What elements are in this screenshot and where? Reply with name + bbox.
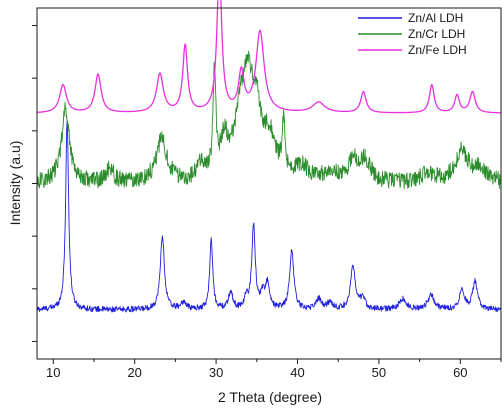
y-axis-ticks [32,25,37,342]
series-layer [36,0,502,313]
x-axis-ticks: 10 20 30 40 50 60 [46,359,502,380]
legend-label: Zn/Fe LDH [408,43,467,57]
x-tick-label: 30 [209,365,223,380]
series-line-zn-cr-ldh [36,50,502,190]
y-axis-label: Intensity (a.u) [7,141,23,226]
x-tick-label: 10 [46,365,60,380]
plot-frame [36,7,502,360]
legend-label: Zn/Al LDH [408,11,463,25]
x-tick-label: 20 [127,365,141,380]
x-tick-label: 50 [372,365,386,380]
series-line-zn-al-ldh [36,120,502,313]
x-axis-label: 2 Theta (degree) [218,389,322,405]
x-tick-label: 60 [453,365,467,380]
series-line-zn-fe-ldh [36,0,502,114]
x-tick-label: 40 [290,365,304,380]
legend: Zn/Al LDH Zn/Cr LDH Zn/Fe LDH [358,11,467,57]
legend-label: Zn/Cr LDH [408,27,465,41]
